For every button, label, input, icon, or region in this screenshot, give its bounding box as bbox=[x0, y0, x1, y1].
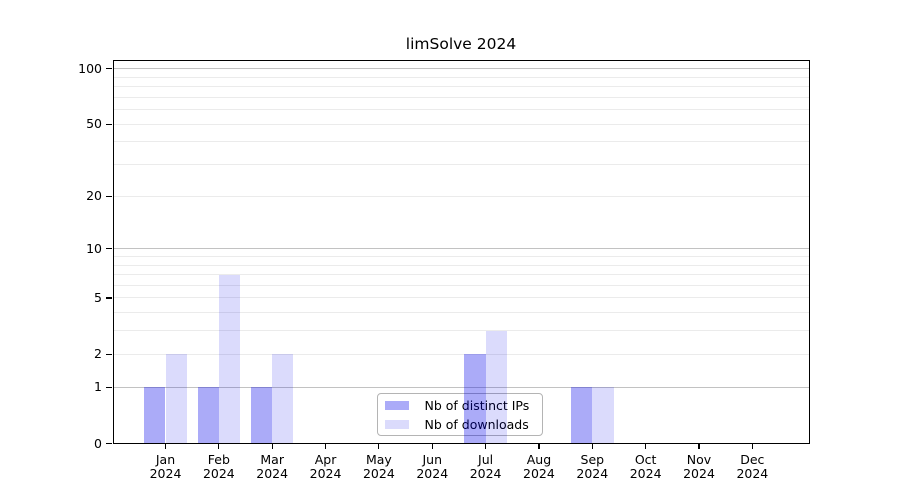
x-tick-mark-may bbox=[378, 444, 379, 449]
y-tick-label-10: 10 bbox=[0, 241, 102, 257]
y-tick-mark-5 bbox=[106, 297, 112, 298]
y-tick-mark-2 bbox=[106, 354, 112, 355]
y-tick-label-5: 5 bbox=[0, 290, 102, 306]
x-tick-mark-nov bbox=[698, 444, 699, 449]
y-tick-mark-1 bbox=[106, 387, 112, 388]
x-tick-label-dec: Dec2024 bbox=[712, 453, 792, 481]
x-tick-mark-jul bbox=[485, 444, 486, 449]
y-tick-label-50: 50 bbox=[0, 116, 102, 132]
x-tick-mark-mar bbox=[272, 444, 273, 449]
y-tick-mark-100 bbox=[106, 68, 112, 69]
x-tick-mark-apr bbox=[325, 444, 326, 449]
y-tick-mark-20 bbox=[106, 196, 112, 197]
bar-nb-of-downloads-mar bbox=[272, 354, 293, 443]
bar-nb-of-distinct-ips-feb bbox=[198, 387, 219, 443]
y-tick-mark-10 bbox=[106, 248, 112, 249]
bars-layer bbox=[113, 60, 811, 444]
y-tick-label-100: 100 bbox=[0, 61, 102, 77]
bar-nb-of-distinct-ips-mar bbox=[251, 387, 272, 443]
x-tick-mark-jan bbox=[165, 444, 166, 449]
y-tick-mark-50 bbox=[106, 124, 112, 125]
bar-nb-of-distinct-ips-sep bbox=[571, 387, 592, 443]
bar-nb-of-downloads-feb bbox=[219, 275, 240, 444]
x-tick-mark-feb bbox=[218, 444, 219, 449]
y-tick-mark-0 bbox=[106, 443, 112, 444]
x-tick-mark-oct bbox=[645, 444, 646, 449]
bar-nb-of-downloads-sep bbox=[592, 387, 613, 443]
y-tick-label-2: 2 bbox=[0, 346, 102, 362]
plot-area: Nb of distinct IPs Nb of downloads bbox=[113, 60, 811, 444]
chart-title: limSolve 2024 bbox=[112, 34, 810, 54]
y-tick-label-20: 20 bbox=[0, 188, 102, 204]
bar-nb-of-downloads-jul bbox=[486, 331, 507, 444]
x-tick-mark-aug bbox=[538, 444, 539, 449]
bar-nb-of-downloads-jan bbox=[166, 354, 187, 443]
chart-figure: limSolve 2024 Nb of distinct IPs Nb of d… bbox=[0, 0, 900, 500]
bar-nb-of-distinct-ips-jan bbox=[144, 387, 165, 443]
x-tick-mark-jun bbox=[432, 444, 433, 449]
bar-nb-of-distinct-ips-jul bbox=[464, 354, 485, 443]
y-tick-label-0: 0 bbox=[0, 436, 102, 452]
y-tick-label-1: 1 bbox=[0, 379, 102, 395]
x-tick-mark-dec bbox=[752, 444, 753, 449]
x-tick-mark-sep bbox=[592, 444, 593, 449]
